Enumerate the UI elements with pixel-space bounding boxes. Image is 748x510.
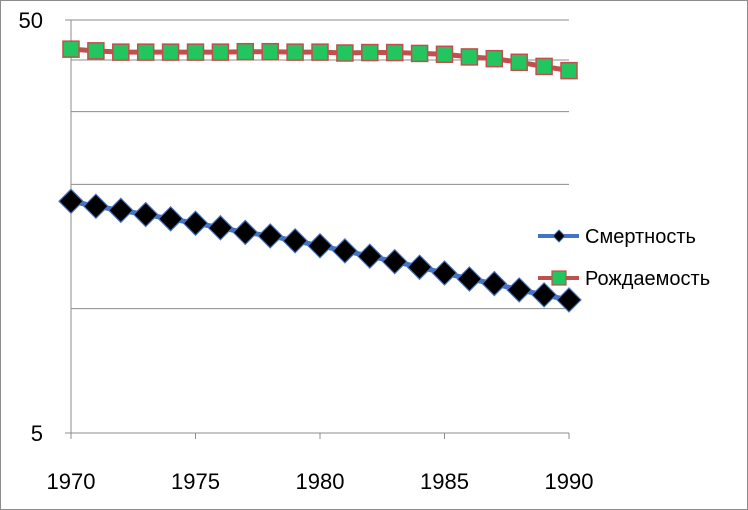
data-point: [385, 43, 404, 62]
data-point: [236, 42, 255, 61]
data-point: [336, 44, 354, 62]
data-point: [410, 44, 429, 63]
data-point: [257, 223, 284, 249]
data-point: [83, 193, 109, 220]
data-point: [356, 243, 383, 270]
data-point: [506, 277, 533, 303]
data-point: [510, 53, 528, 72]
data-point: [87, 42, 105, 60]
data-point: [261, 42, 279, 61]
data-point: [58, 188, 84, 215]
data-point: [161, 43, 180, 61]
x-tick-label: 1985: [420, 469, 469, 494]
data-point: [535, 57, 553, 76]
data-point: [531, 282, 557, 308]
data-point: [431, 260, 458, 286]
data-point: [485, 49, 504, 68]
data-point: [311, 43, 329, 61]
legend-marker: [551, 270, 567, 286]
data-point: [456, 266, 483, 292]
data-point: [381, 248, 408, 275]
data-point: [157, 206, 184, 232]
series: [58, 40, 582, 313]
y-tick-label: 5: [31, 421, 43, 446]
data-point: [307, 232, 333, 259]
x-tick-label: 1975: [171, 469, 220, 494]
legend-label: Рождаемость: [585, 268, 710, 290]
data-point: [112, 43, 130, 61]
legend-item: Смертность: [538, 226, 696, 248]
x-tick-label: 1970: [47, 469, 96, 494]
legend: Смертность Рождаемость: [538, 226, 710, 290]
data-point: [332, 238, 358, 264]
axes: 5 50 1970 1975 1980 1985 1990: [19, 8, 594, 494]
y-tick-label: 50: [19, 8, 43, 33]
data-point: [282, 227, 308, 254]
data-point: [232, 219, 259, 246]
data-point: [211, 43, 230, 61]
data-point: [62, 40, 80, 58]
data-point: [132, 201, 159, 228]
data-point: [186, 43, 205, 61]
data-point: [207, 214, 234, 241]
data-point: [556, 287, 582, 313]
data-point: [435, 45, 454, 64]
data-point: [460, 48, 479, 66]
series-1: [62, 40, 578, 80]
legend-item: Рождаемость: [538, 268, 710, 290]
data-point: [361, 43, 379, 62]
data-point: [481, 270, 508, 297]
data-point: [286, 43, 304, 61]
data-point: [560, 61, 578, 80]
data-point: [136, 43, 155, 61]
data-point: [107, 197, 134, 224]
legend-marker: [552, 229, 566, 243]
data-point: [182, 210, 209, 237]
x-tick-label: 1980: [296, 469, 345, 494]
data-point: [406, 254, 433, 281]
legend-label: Смертность: [585, 226, 696, 248]
series-0: [58, 188, 582, 313]
x-tick-label: 1990: [545, 469, 594, 494]
